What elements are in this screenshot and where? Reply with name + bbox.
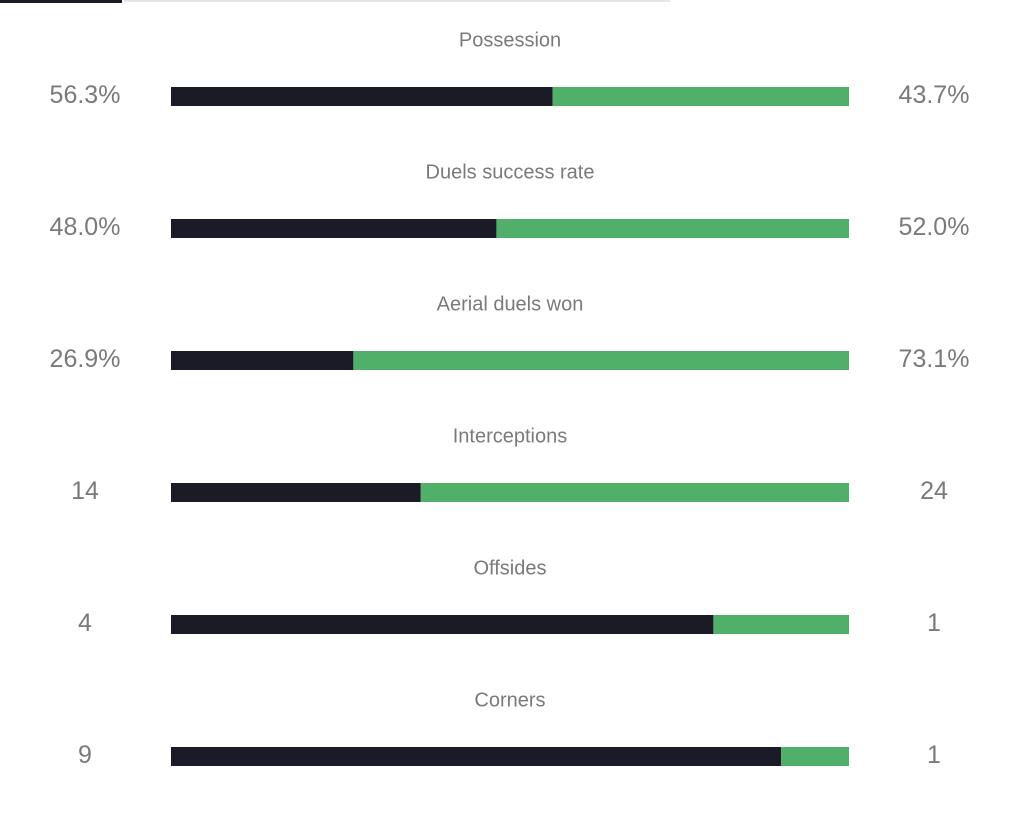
home-bar xyxy=(171,219,497,238)
away-bar xyxy=(713,615,849,634)
home-bar xyxy=(171,483,421,502)
home-value: 9 xyxy=(78,741,92,769)
away-value: 1 xyxy=(927,609,941,637)
home-value: 26.9% xyxy=(50,345,121,373)
away-bar xyxy=(496,219,849,238)
stat-title: Duels success rate xyxy=(426,161,595,183)
home-value: 48.0% xyxy=(50,213,121,241)
tab-strip xyxy=(124,0,670,2)
home-bar xyxy=(171,87,553,106)
active-tab-indicator[interactable] xyxy=(0,0,122,3)
away-bar xyxy=(781,747,849,766)
home-bar xyxy=(171,615,714,634)
away-value: 73.1% xyxy=(899,345,970,373)
stat-title: Aerial duels won xyxy=(437,293,584,315)
away-value: 24 xyxy=(920,477,948,505)
away-bar xyxy=(552,87,849,106)
away-bar xyxy=(353,351,849,370)
stat-title: Corners xyxy=(474,689,545,711)
away-value: 52.0% xyxy=(899,213,970,241)
home-value: 14 xyxy=(71,477,99,505)
away-bar xyxy=(420,483,849,502)
home-bar xyxy=(171,747,782,766)
home-value: 56.3% xyxy=(50,81,121,109)
stat-title: Possession xyxy=(459,29,561,51)
home-value: 4 xyxy=(78,609,92,637)
stat-title: Interceptions xyxy=(453,425,568,447)
away-value: 1 xyxy=(927,741,941,769)
stat-title: Offsides xyxy=(474,557,547,579)
home-bar xyxy=(171,351,354,370)
away-value: 43.7% xyxy=(899,81,970,109)
